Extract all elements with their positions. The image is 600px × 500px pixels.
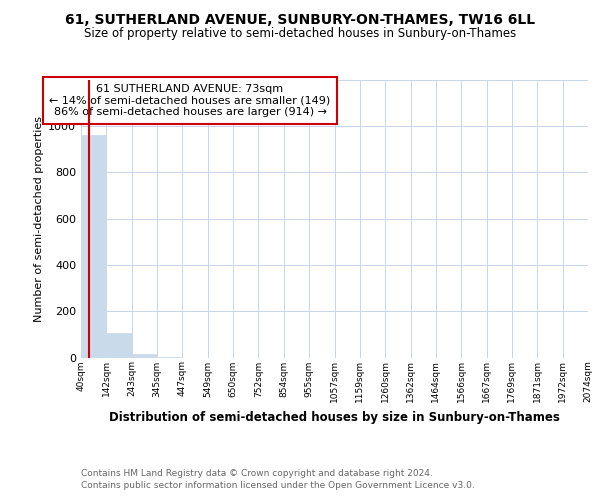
Y-axis label: Number of semi-detached properties: Number of semi-detached properties — [34, 116, 44, 322]
Text: 61, SUTHERLAND AVENUE, SUNBURY-ON-THAMES, TW16 6LL: 61, SUTHERLAND AVENUE, SUNBURY-ON-THAMES… — [65, 12, 535, 26]
Text: Contains public sector information licensed under the Open Government Licence v3: Contains public sector information licen… — [81, 481, 475, 490]
Text: Contains HM Land Registry data © Crown copyright and database right 2024.: Contains HM Land Registry data © Crown c… — [81, 469, 433, 478]
Text: 61 SUTHERLAND AVENUE: 73sqm
← 14% of semi-detached houses are smaller (149)
86% : 61 SUTHERLAND AVENUE: 73sqm ← 14% of sem… — [49, 84, 331, 117]
Bar — [132, 354, 157, 358]
Text: Size of property relative to semi-detached houses in Sunbury-on-Thames: Size of property relative to semi-detach… — [84, 28, 516, 40]
Bar — [106, 333, 132, 357]
Bar — [81, 136, 106, 358]
X-axis label: Distribution of semi-detached houses by size in Sunbury-on-Thames: Distribution of semi-detached houses by … — [109, 410, 560, 424]
